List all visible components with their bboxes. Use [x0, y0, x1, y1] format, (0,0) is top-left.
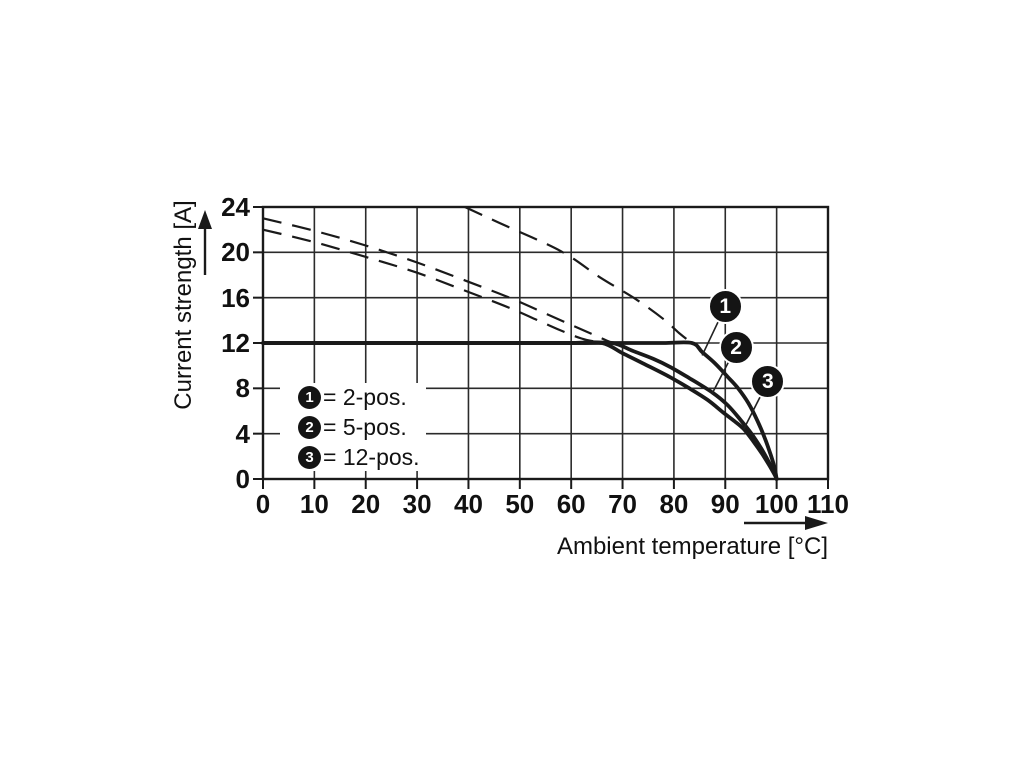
- legend-label-12pos: = 12-pos.: [323, 443, 420, 470]
- x-tick-label-100: 100: [754, 489, 799, 519]
- x-tick-label-60: 60: [556, 489, 586, 519]
- solid-curve-3: [261, 340, 779, 481]
- x-tick-label-0: 0: [255, 489, 271, 519]
- x-axis-title: Ambient temperature [°C]: [556, 533, 828, 560]
- chart-legend: 1 = 2-pos. 2 = 5-pos. 3 = 12-pos.: [280, 383, 426, 471]
- x-tick-label-40: 40: [453, 489, 483, 519]
- y-tick-label-24: 24: [221, 192, 250, 222]
- x-tick-label-90: 90: [710, 489, 740, 519]
- legend-item-2pos: 1 = 2-pos.: [298, 384, 426, 411]
- y-axis-arrowhead-icon: [198, 210, 212, 229]
- y-tick-label-16: 16: [221, 282, 250, 313]
- legend-label-5pos: = 5-pos.: [323, 413, 407, 440]
- legend-badge-1-icon: 1: [298, 385, 321, 409]
- dashed-curve-2: [262, 228, 600, 344]
- y-tick-label-0: 0: [235, 464, 250, 494]
- y-tick-label-4: 4: [235, 418, 250, 449]
- x-tick-label-30: 30: [402, 489, 432, 519]
- y-tick-label-8: 8: [235, 373, 250, 404]
- curve-marker-1: 1: [707, 289, 743, 325]
- y-tick-label-12: 12: [221, 328, 250, 358]
- y-axis-title: Current strength [A]: [170, 200, 197, 410]
- legend-label-2pos: = 2-pos.: [323, 383, 407, 410]
- x-tick-label-70: 70: [608, 489, 637, 519]
- legend-badge-3-icon: 3: [298, 445, 321, 469]
- curve-marker-3: 3: [750, 364, 786, 400]
- y-tick-label-20: 20: [221, 237, 250, 268]
- legend-badge-2-icon: 2: [298, 415, 321, 439]
- x-tick-label-110: 110: [807, 489, 849, 519]
- x-tick-label-80: 80: [659, 489, 689, 519]
- legend-item-12pos: 3 = 12-pos.: [298, 444, 426, 471]
- dashed-curve-0: [464, 205, 693, 344]
- dashed-curve-1: [262, 217, 611, 343]
- x-tick-label-20: 20: [351, 489, 381, 519]
- x-tick-label-50: 50: [505, 489, 535, 519]
- x-tick-label-10: 10: [299, 489, 329, 519]
- curve-marker-2: 2: [718, 330, 754, 366]
- legend-item-5pos: 2 = 5-pos.: [298, 414, 426, 441]
- x-axis-arrowhead-icon: [805, 516, 828, 530]
- solid-curve-1: [261, 340, 779, 481]
